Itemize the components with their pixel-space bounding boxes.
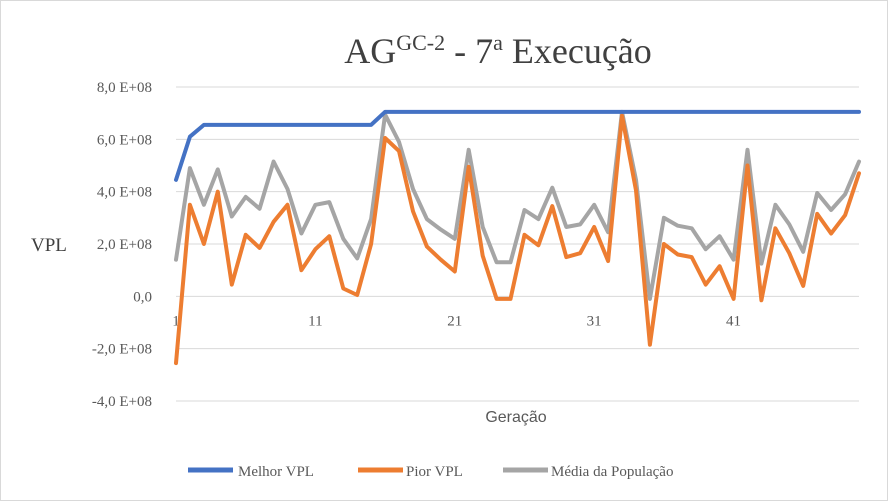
y-tick-label: 8,0 E+08 — [97, 80, 152, 96]
chart-title-main: AG — [344, 31, 396, 71]
x-tick-labels: 1 11 21 31 41 — [172, 313, 741, 329]
series-line-1 — [174, 113, 861, 366]
y-tick-label: 2,0 E+08 — [97, 237, 152, 253]
legend: Melhor VPL Pior VPL Média da População — [188, 464, 673, 480]
x-tick-label: 41 — [726, 313, 741, 329]
y-tick-label: 0,0 — [133, 289, 152, 305]
y-tick-labels: 8,0 E+08 6,0 E+08 4,0 E+08 2,0 E+08 0,0 -2,0 … — [92, 80, 152, 410]
y-tick-label: -2,0 E+08 — [92, 342, 152, 358]
x-tick-label: 21 — [447, 313, 462, 329]
y-axis-title: VPL — [31, 235, 67, 256]
y-tick-label: 6,0 E+08 — [97, 132, 152, 148]
series-line-2 — [174, 109, 861, 301]
legend-label-1: Pior VPL — [406, 464, 463, 480]
y-tick-label: -4,0 E+08 — [92, 394, 152, 410]
x-tick-label: 31 — [587, 313, 602, 329]
chart-title-mid: - 7 — [445, 31, 493, 71]
x-tick-label: 11 — [308, 313, 322, 329]
x-tick-label: 1 — [172, 313, 180, 329]
series-line-0 — [174, 109, 861, 182]
series-lines — [174, 109, 861, 366]
chart-title-sup2: a — [493, 30, 503, 55]
x-axis-title: Geração — [485, 409, 546, 426]
chart-title-end: Execução — [503, 31, 652, 71]
legend-label-0: Melhor VPL — [238, 464, 314, 480]
chart-title: AGGC-2 - 7a Execução — [344, 30, 652, 71]
y-tick-label: 4,0 E+08 — [97, 185, 152, 201]
legend-label-2: Média da População — [551, 464, 673, 480]
chart-title-sup1: GC-2 — [396, 30, 445, 55]
